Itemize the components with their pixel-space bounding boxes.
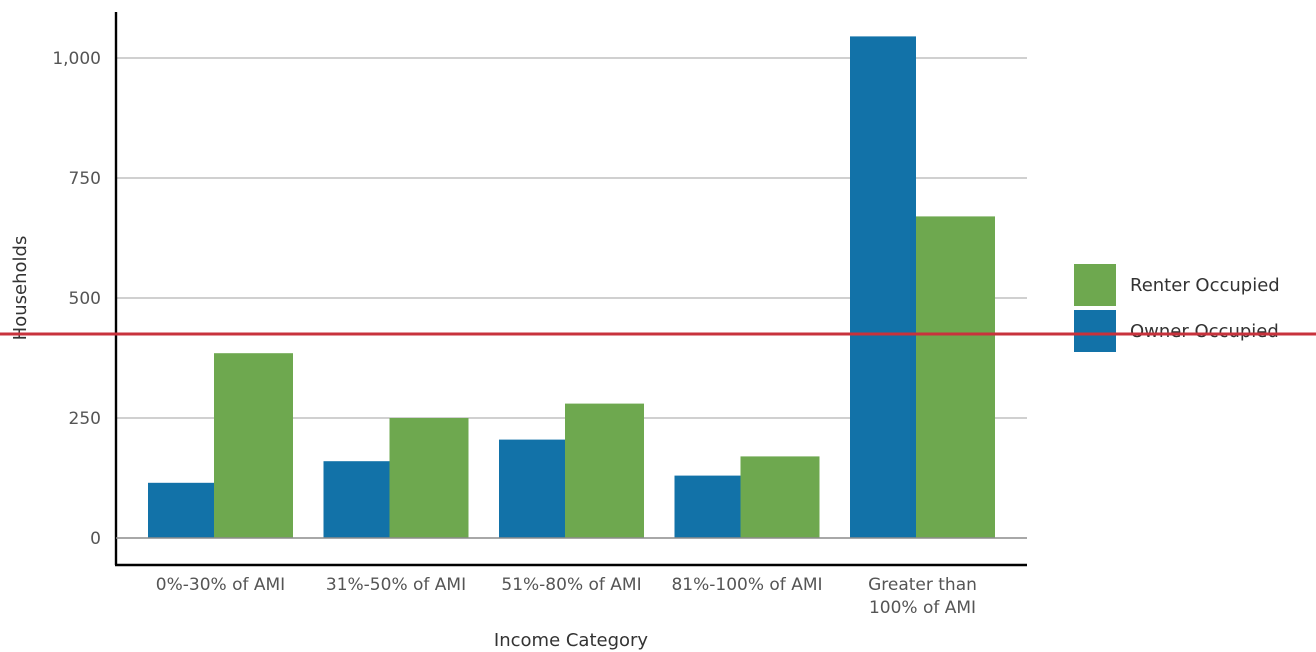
legend-swatch-renter-occupied (1074, 264, 1116, 306)
bar-renter-occupied-2 (565, 403, 644, 538)
x-tick-label-2-0: 51%-80% of AMI (501, 575, 641, 595)
bars (148, 36, 995, 539)
bar-owner-occupied-4 (850, 36, 916, 539)
legend: Renter Occupied Owner Occupied (1074, 264, 1280, 352)
bar-renter-occupied-3 (740, 456, 820, 538)
y-tick-labels: 0 250 500 750 1,000 (52, 49, 101, 549)
x-tick-label-3-0: 81%-100% of AMI (671, 575, 822, 595)
x-axis-title: Income Category (494, 630, 649, 651)
x-tick-label-0-0: 0%-30% of AMI (156, 575, 285, 595)
x-tick-label-4-1: 100% of AMI (869, 598, 976, 618)
legend-label-renter-occupied: Renter Occupied (1130, 275, 1280, 296)
x-tick-label-1-0: 31%-50% of AMI (326, 575, 466, 595)
bar-owner-occupied-0 (148, 482, 214, 538)
axes (114, 12, 1027, 567)
legend-swatch-owner-occupied (1074, 310, 1116, 352)
bar-owner-occupied-1 (323, 461, 390, 538)
x-tick-label-4-0: Greater than (868, 575, 977, 595)
legend-label-owner-occupied: Owner Occupied (1130, 321, 1279, 342)
bar-renter-occupied-4 (916, 216, 995, 538)
bar-renter-occupied-1 (389, 418, 469, 538)
y-tick-label-0: 0 (90, 529, 101, 549)
x-tick-labels: 0%-30% of AMI 31%-50% of AMI 51%-80% of AM… (156, 575, 977, 618)
y-axis-title: Households (10, 236, 31, 341)
bar-owner-occupied-2 (499, 439, 565, 538)
y-tick-label-3: 750 (69, 169, 101, 189)
y-tick-label-4: 1,000 (52, 49, 101, 69)
y-tick-label-2: 500 (69, 289, 101, 309)
bar-renter-occupied-0 (214, 353, 293, 538)
bar-owner-occupied-3 (674, 475, 741, 538)
y-tick-label-1: 250 (69, 409, 101, 429)
